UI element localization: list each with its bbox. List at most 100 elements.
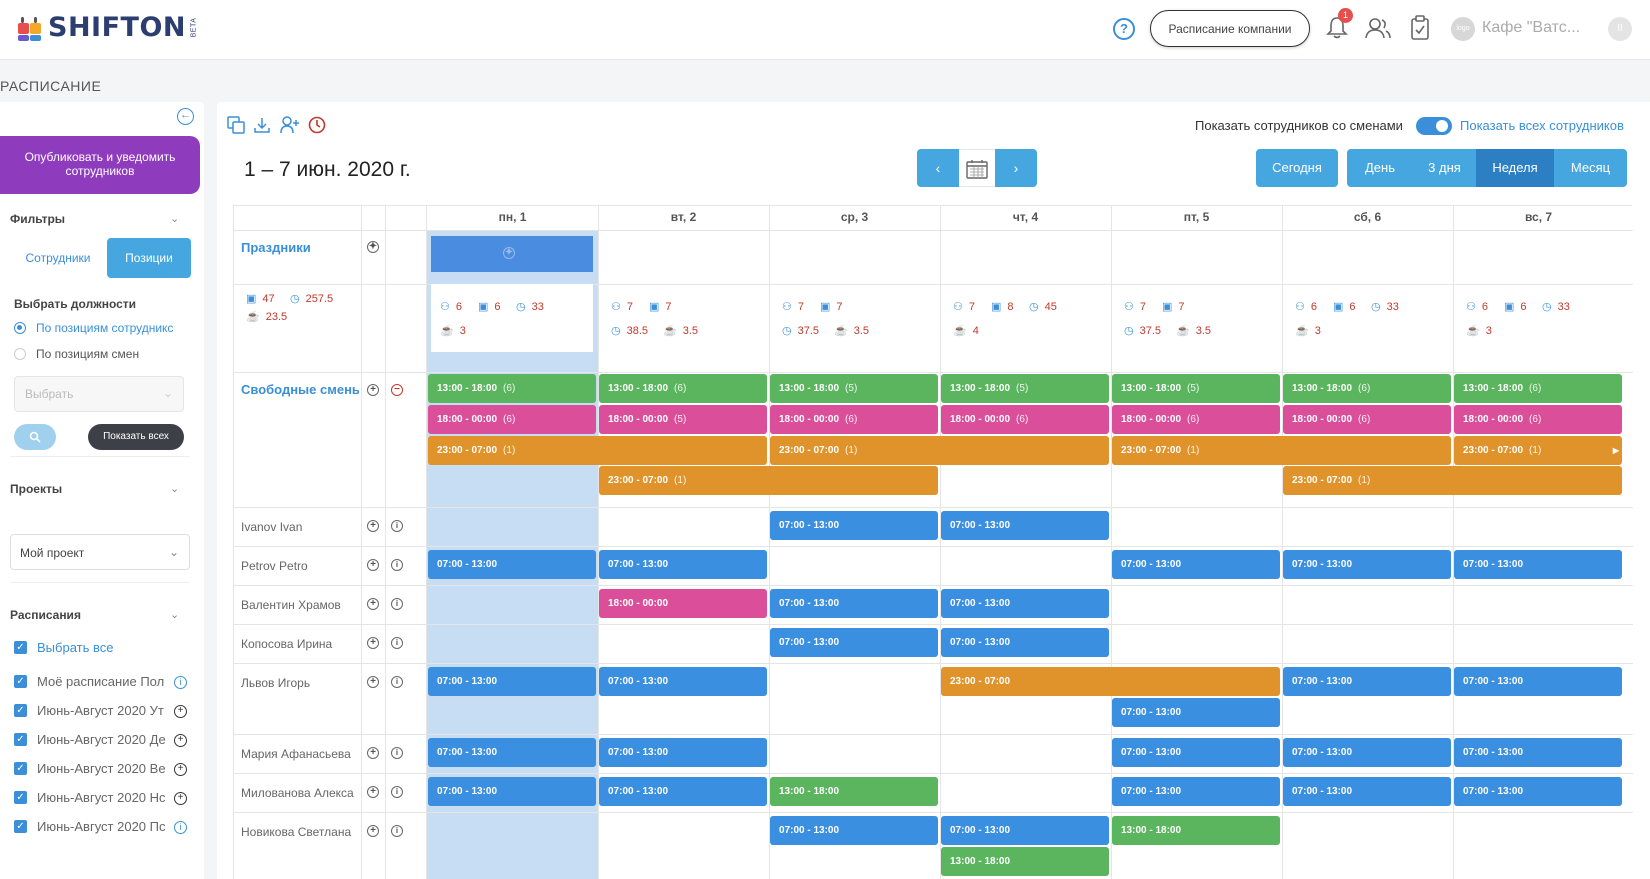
help-icon[interactable]: ?	[1113, 18, 1135, 40]
add-icon[interactable]: +	[367, 747, 379, 759]
holiday-block[interactable]: ✦	[431, 236, 593, 272]
schedule-item[interactable]: ✓ Июнь-Август 2020 Нс	[14, 790, 166, 805]
shift-block[interactable]: 07:00 - 13:00	[1112, 550, 1280, 579]
schedules-heading[interactable]: Расписания	[10, 608, 81, 622]
add-icon[interactable]: +	[367, 637, 379, 649]
projects-heading[interactable]: Проекты	[10, 482, 63, 496]
view-3days-button[interactable]: 3 дня	[1413, 149, 1476, 187]
shift-block[interactable]: 07:00 - 13:00	[599, 777, 767, 806]
add-icon[interactable]: +	[174, 705, 187, 718]
clipboard-icon[interactable]	[1410, 15, 1430, 41]
employee-name[interactable]: Petrov Petro	[241, 559, 308, 573]
shift-block[interactable]: 13:00 - 18:00	[1112, 816, 1280, 845]
shift-block[interactable]: 23:00 - 07:00 (1)	[599, 466, 938, 495]
info-icon[interactable]: i	[391, 825, 403, 837]
day-header[interactable]: вт, 2	[670, 210, 697, 224]
checkbox-icon[interactable]: ✓	[14, 733, 27, 746]
shift-block[interactable]: 13:00 - 18:00 (6)	[1283, 374, 1451, 403]
info-icon[interactable]: i	[391, 598, 403, 610]
info-icon[interactable]: i	[174, 821, 187, 834]
shift-block[interactable]: 07:00 - 13:00	[1112, 738, 1280, 767]
logo[interactable]: SHIFTON BETA	[18, 12, 204, 43]
arrow-left-icon[interactable]: ←	[177, 108, 194, 125]
show-all-button[interactable]: Показать всех	[88, 424, 184, 450]
shift-block[interactable]: 07:00 - 13:00	[770, 628, 938, 657]
show-all-staff-label[interactable]: Показать всех сотрудников	[1460, 118, 1624, 133]
add-icon[interactable]: +	[174, 792, 187, 805]
shift-block[interactable]: 18:00 - 00:00 (6)	[1112, 405, 1280, 434]
shift-block[interactable]: 13:00 - 18:00 (5)	[770, 374, 938, 403]
info-icon[interactable]: i	[391, 637, 403, 649]
shift-block[interactable]: 07:00 - 13:00	[428, 550, 596, 579]
shift-block[interactable]: 07:00 - 13:00	[770, 589, 938, 618]
schedule-item[interactable]: ✓ Моё расписание Пол	[14, 674, 164, 689]
add-icon[interactable]: +	[367, 676, 379, 688]
shift-block[interactable]: 07:00 - 13:00	[1283, 738, 1451, 767]
day-header[interactable]: пн, 1	[498, 210, 527, 224]
shift-block[interactable]: 23:00 - 07:00 (1) ▶	[1454, 436, 1622, 465]
shift-block[interactable]: 18:00 - 00:00 (6)	[1283, 405, 1451, 434]
download-icon[interactable]	[253, 116, 271, 134]
company-avatar[interactable]: logo	[1451, 17, 1475, 41]
day-header[interactable]: вс, 7	[1524, 210, 1553, 224]
shift-block[interactable]: 07:00 - 13:00	[941, 816, 1109, 845]
add-user-icon[interactable]	[280, 116, 300, 134]
day-header[interactable]: пт, 5	[1183, 210, 1210, 224]
shift-block[interactable]: 23:00 - 07:00 (1)	[1112, 436, 1451, 465]
add-icon[interactable]: +	[367, 384, 379, 396]
employee-name[interactable]: Ivanov Ivan	[241, 520, 303, 534]
shift-block[interactable]: 07:00 - 13:00	[599, 667, 767, 696]
employee-name[interactable]: Львов Игорь	[241, 676, 311, 690]
shift-block[interactable]: 13:00 - 18:00	[941, 847, 1109, 876]
today-button[interactable]: Сегодня	[1256, 149, 1338, 187]
shift-block[interactable]: 13:00 - 18:00 (5)	[1112, 374, 1280, 403]
radio-by-staff[interactable]: По позициям сотрудникс	[14, 321, 173, 335]
star-icon[interactable]: ✦	[367, 241, 379, 253]
employee-name[interactable]: Новикова Светлана	[241, 825, 352, 839]
shift-block[interactable]: 07:00 - 13:00	[1112, 698, 1280, 727]
employee-name[interactable]: Копосова Ирина	[241, 637, 333, 651]
shift-block[interactable]: 07:00 - 13:00	[1283, 667, 1451, 696]
info-icon[interactable]: i	[391, 676, 403, 688]
select-all-checkbox[interactable]: ✓ Выбрать все	[14, 640, 113, 655]
add-icon[interactable]: +	[367, 559, 379, 571]
next-week-button[interactable]: ›	[995, 149, 1037, 187]
shift-block[interactable]: 13:00 - 18:00 (6)	[1454, 374, 1622, 403]
employee-name[interactable]: Валентин Храмов	[241, 598, 341, 612]
shift-block[interactable]: 07:00 - 13:00	[1454, 738, 1622, 767]
checkbox-icon[interactable]: ✓	[14, 762, 27, 775]
shift-block[interactable]: 13:00 - 18:00	[770, 777, 938, 806]
shift-block[interactable]: 23:00 - 07:00 (1)	[428, 436, 767, 465]
shift-block[interactable]: 18:00 - 00:00 (5)	[599, 405, 767, 434]
shift-block[interactable]: 23:00 - 07:00 (1)	[1283, 466, 1622, 495]
shift-block[interactable]: 18:00 - 00:00 (6)	[941, 405, 1109, 434]
shift-block[interactable]: 07:00 - 13:00	[941, 628, 1109, 657]
shift-block[interactable]: 07:00 - 13:00	[1283, 777, 1451, 806]
radio-by-shifts[interactable]: По позициям смен	[14, 347, 139, 361]
shift-block[interactable]: 18:00 - 00:00 (6)	[428, 405, 596, 434]
company-schedule-button[interactable]: Расписание компании	[1150, 10, 1310, 47]
add-icon[interactable]: +	[367, 825, 379, 837]
search-button[interactable]	[14, 424, 56, 450]
schedule-item[interactable]: ✓ Июнь-Август 2020 Пс	[14, 819, 166, 834]
view-month-button[interactable]: Месяц	[1554, 149, 1627, 187]
shift-block[interactable]: 18:00 - 00:00 (6)	[770, 405, 938, 434]
collapse-button[interactable]: II	[1608, 17, 1632, 41]
shift-block[interactable]: 07:00 - 13:00	[428, 777, 596, 806]
prev-week-button[interactable]: ‹	[917, 149, 959, 187]
info-icon[interactable]: i	[174, 676, 187, 689]
shift-block[interactable]: 23:00 - 07:00	[941, 667, 1280, 696]
employee-name[interactable]: Милованова Алекса	[241, 786, 354, 800]
staff-toggle[interactable]	[1416, 117, 1452, 135]
view-day-button[interactable]: День	[1347, 149, 1413, 187]
add-icon[interactable]: +	[174, 763, 187, 776]
project-select[interactable]: Мой проект ⌄	[10, 534, 190, 570]
info-icon[interactable]: i	[391, 559, 403, 571]
shift-block[interactable]: 07:00 - 13:00	[428, 738, 596, 767]
shift-block[interactable]: 07:00 - 13:00	[1454, 550, 1622, 579]
shift-block[interactable]: 07:00 - 13:00	[770, 816, 938, 845]
shift-block[interactable]: 07:00 - 13:00	[1283, 550, 1451, 579]
shift-block[interactable]: 07:00 - 13:00	[1112, 777, 1280, 806]
calendar-button[interactable]	[959, 149, 995, 187]
checkbox-icon[interactable]: ✓	[14, 791, 27, 804]
